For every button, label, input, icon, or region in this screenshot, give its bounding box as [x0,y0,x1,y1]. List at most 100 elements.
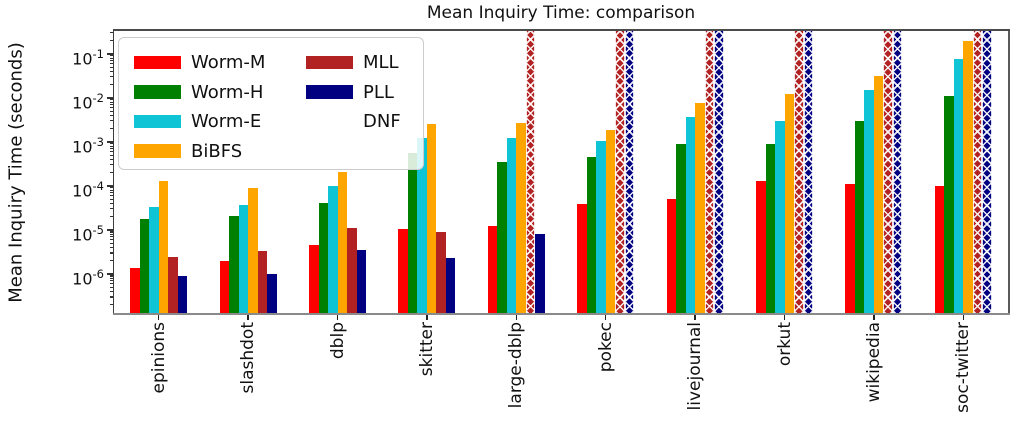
y-minor-tick [110,283,114,285]
bar-worm-h-dblp [318,202,328,313]
bar-worm-e-skitter [417,138,427,313]
bar-bibfs-skitter [426,123,437,313]
x-tick-label-large-dblp: large-dblp [506,322,527,409]
x-tick-label-wikipedia: wikipedia [863,322,884,403]
legend-swatch-pll [306,85,353,99]
y-minor-tick [110,110,114,112]
y-tick-label: 10-1 [72,46,104,69]
dnf-bar-mll-pokec [615,31,625,313]
y-minor-tick [110,260,114,262]
y-minor-tick [110,55,114,57]
x-tick-label-slashdot: slashdot [238,322,259,394]
bar-bibfs-large-dblp [516,122,526,313]
y-tick-label: 10-5 [72,222,104,245]
y-minor-tick [110,192,114,194]
legend-entry-worm-m: Worm-M [134,48,265,77]
dnf-bar-mll-livejournal [704,31,715,313]
y-minor-tick [110,70,114,72]
y-major-tick [107,185,114,187]
y-minor-tick [110,57,114,59]
bar-worm-m-dblp [309,245,319,313]
y-minor-tick [110,143,114,145]
dnf-bar-mll-wikipedia [883,31,893,313]
legend-entry-worm-h: Worm-H [134,78,263,107]
y-major-tick [107,141,114,143]
legend-label-bibfs: BiBFS [191,140,243,162]
legend-entry-bibfs: BiBFS [134,137,242,166]
x-tick [247,315,249,320]
bar-worm-h-slashdot [229,215,239,313]
x-tick [158,315,160,320]
bar-worm-h-pokec [586,156,597,313]
bar-worm-h-orkut [765,143,775,313]
y-minor-tick [110,286,114,288]
plot-area: 10-1 10-2 10-3 10-4 10-5 10-6 epinions slashdot… [72,29,1010,413]
x-tick [426,315,428,320]
y-minor-tick [110,104,114,106]
y-minor-tick [110,128,114,130]
dnf-bar-pll-orkut [803,31,813,313]
bar-mll-slashdot [257,250,268,313]
legend: Worm-M Worm-H Worm-E BiBFS MLL PLL DNF [118,37,424,170]
legend-label-worm-h: Worm-H [191,81,264,103]
y-minor-tick [110,202,114,204]
bar-bibfs-epinions [158,180,169,313]
x-tick [873,315,875,320]
x-tick-label-orkut: orkut [774,322,795,367]
y-minor-tick [110,304,114,306]
bar-worm-e-wikipedia [864,90,874,313]
spine-left [112,29,114,315]
y-minor-tick [110,172,114,174]
x-tick [515,315,517,320]
x-tick-label-dblp: dblp [327,322,348,360]
y-minor-tick [110,63,114,65]
y-tick-label: 10-2 [72,90,104,113]
x-tick-label-epinions: epinions [148,322,169,394]
y-minor-tick [110,290,114,293]
chart-title: Mean Inquiry Time: comparison [426,3,696,23]
bar-worm-e-large-dblp [506,138,517,313]
y-minor-tick [110,164,114,166]
bar-worm-m-wikipedia [845,184,855,313]
x-tick [336,315,339,320]
bar-worm-e-orkut [775,120,785,313]
y-minor-tick [110,275,114,277]
bar-bibfs-livejournal [695,102,705,313]
legend-swatch-worm-e [134,114,181,129]
legend-label-worm-m: Worm-M [191,52,266,73]
legend-label-pll: PLL [363,81,394,103]
bar-worm-e-soc-twitter [953,59,964,313]
y-minor-tick [110,246,114,249]
legend-swatch-mll [306,55,353,70]
y-major-tick [107,273,114,275]
y-minor-tick [110,32,114,34]
bar-worm-m-livejournal [666,199,677,313]
bar-pll-dblp [356,250,366,313]
y-minor-tick [110,158,114,160]
y-major-tick [107,229,114,231]
legend-swatch-worm-m [134,55,181,70]
y-minor-tick [110,208,114,210]
y-minor-tick [110,277,114,279]
bar-worm-m-slashdot [219,260,230,313]
bar-bibfs-slashdot [248,188,258,313]
bar-worm-h-soc-twitter [944,96,954,313]
bar-worm-h-skitter [407,152,418,313]
y-minor-tick [110,198,114,200]
spine-bottom [112,313,1010,316]
x-tick-label-livejournal: livejournal [685,322,706,411]
y-minor-tick [110,101,114,103]
bar-pll-skitter [445,258,456,313]
dnf-bar-pll-livejournal [714,31,724,313]
bar-bibfs-dblp [337,171,347,313]
dnf-bar-mll-soc-twitter [972,31,983,313]
y-minor-tick [110,120,114,122]
y-minor-tick [110,242,114,244]
bar-worm-e-slashdot [238,205,249,313]
legend-entry-worm-e: Worm-E [134,107,261,136]
legend-label-mll: MLL [363,52,399,73]
legend-swatch-empty [306,115,353,129]
bar-worm-m-skitter [398,229,408,313]
y-tick-label: 10-3 [72,134,104,157]
